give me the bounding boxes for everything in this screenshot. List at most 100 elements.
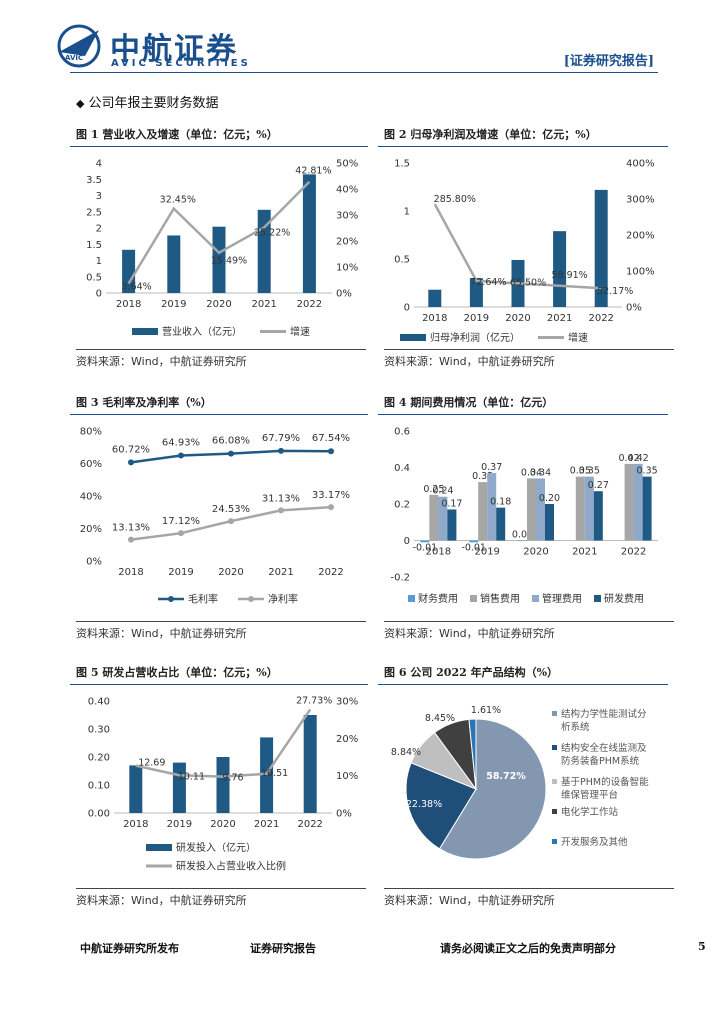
x-tick-label: 2021: [251, 299, 276, 310]
y-tick-label: 0.4: [394, 463, 410, 474]
data-label: 285.80%: [434, 194, 476, 205]
data-label: 17.12%: [162, 516, 200, 527]
x-tick-label: 2018: [426, 547, 451, 558]
data-label: 31.13%: [262, 493, 300, 504]
section-title-text: 公司年报主要财务数据: [88, 96, 219, 111]
legend-swatch: [132, 328, 158, 335]
figure-2-title: 图 2 归母净利润及增速（单位：亿元；%）: [384, 128, 597, 141]
legend-label-line: 开发服务及其他: [561, 836, 628, 848]
y-tick-label: 1.5: [394, 159, 410, 170]
bar: [527, 478, 536, 541]
data-label: 67.79%: [262, 433, 300, 444]
legend-label: 归母净利润（亿元）: [430, 331, 520, 344]
figure-5-chart: 0.00 0.10 0.20 0.30 0.40 0% 10% 20% 30% 12.69 10.1…: [70, 684, 368, 885]
y-tick-label: 0: [404, 536, 410, 547]
data-label: 0.37: [481, 462, 502, 473]
legend-swatch: [594, 595, 601, 602]
bar: [172, 762, 186, 813]
data-label: 12.69: [138, 758, 165, 769]
legend-label-line: 结构安全在线监测及: [561, 742, 647, 754]
data-label: -0.01: [413, 543, 438, 554]
bar: [122, 249, 136, 293]
figure-2-chart: 0 0.5 1 1.5 0% 100% 200% 300% 400% 285.80% 72.64% 6…: [378, 146, 668, 347]
bar: [518, 540, 527, 541]
data-label: 8.84%: [391, 747, 421, 758]
data-label: 22.38%: [406, 799, 442, 810]
legend-swatch: [552, 839, 557, 844]
line-point: [128, 536, 134, 543]
y-tick-label: 60%: [80, 459, 102, 470]
y-tick-label: 80%: [80, 427, 102, 438]
data-label: 3.64%: [122, 282, 152, 293]
data-label: 0.20: [539, 493, 560, 504]
x-tick-label: 2021: [547, 313, 572, 324]
data-label: 66.08%: [212, 436, 250, 447]
y-tick-label: 2: [96, 224, 102, 235]
x-tick-label: 2022: [588, 313, 613, 324]
legend-label: 毛利率: [188, 593, 218, 606]
bar: [167, 235, 181, 293]
footer-publisher: 中航证券研究所发布: [80, 942, 179, 955]
data-label: 58.72%: [486, 771, 526, 782]
y-tick-label: 1: [96, 256, 102, 267]
y-tick-label: 40%: [80, 492, 102, 503]
legend-label: 结构力学性能测试分析系统: [561, 708, 647, 733]
figure-4-title: 图 4 期间费用情况（单位：亿元）: [384, 396, 554, 409]
logo-chinese: 中航证券: [110, 32, 238, 67]
x-tick-label: 2018: [116, 299, 141, 310]
x-tick-label: 2020: [210, 819, 235, 830]
y2-tick-label: 20%: [336, 734, 358, 745]
legend-label: 研发费用: [604, 592, 644, 605]
bar: [420, 540, 430, 543]
x-tick-label: 2022: [621, 547, 646, 558]
legend-marker: [248, 596, 254, 602]
footer-report-type: 证券研究报告: [250, 942, 316, 955]
footer-disclaimer: 请务必阅读正文之后的免责声明部分: [440, 942, 616, 955]
line-point: [178, 452, 184, 459]
y2-tick-label: 200%: [626, 231, 655, 242]
data-label: 0.35: [637, 466, 658, 477]
x-tick-label: 2019: [474, 547, 499, 558]
avic-plane-logo-icon: AVIC: [57, 24, 101, 68]
y2-tick-label: 10%: [336, 263, 358, 274]
line-series: [135, 708, 312, 778]
figure-5-title: 图 5 研发占营收占比（单位：亿元；%）: [76, 666, 278, 679]
company-logo: AVIC 中航证券 AVIC SECURITIES: [55, 22, 255, 70]
line-point: [128, 459, 134, 466]
data-label: 0.32: [472, 471, 493, 482]
figure-4-source: 资料来源：Wind，中航证券研究所: [384, 621, 674, 641]
data-label: 42.81%: [295, 166, 331, 177]
figure-3-chart: 0% 20% 40% 60% 80% 60.72% 64.93% 66.08% 67.79% 67…: [70, 414, 368, 615]
pie-slice: [438, 718, 547, 860]
y2-tick-label: 30%: [336, 211, 358, 222]
x-tick-label: 2018: [118, 567, 143, 578]
line-point: [228, 518, 234, 525]
x-tick-label: 2022: [318, 567, 343, 578]
figure-6-chart: 58.72% 22.38% 8.84% 8.45% 1.61% 结构力学性能测试分析系统结…: [378, 684, 668, 885]
bar: [447, 509, 457, 541]
y-tick-label: 3.5: [86, 175, 102, 186]
bar: [593, 491, 603, 541]
y-tick-label: 0.10: [88, 781, 110, 792]
legend-label: 结构安全在线监测及防务装备PHM系统: [561, 742, 647, 767]
data-label: 0.42: [619, 453, 640, 464]
legend-label: 增速: [290, 325, 310, 338]
data-label: 8.45%: [425, 713, 455, 724]
data-label: 58.91%: [551, 270, 587, 281]
y-tick-label: 0.30: [88, 725, 110, 736]
bar: [260, 737, 274, 813]
bar: [438, 496, 448, 541]
line-point: [228, 450, 234, 457]
y-tick-label: 0: [404, 303, 410, 314]
y2-tick-label: 300%: [626, 195, 655, 206]
data-label: 15.49%: [211, 256, 247, 267]
legend-marker: [168, 596, 174, 602]
data-label: 0.34: [530, 467, 551, 478]
x-tick-label: 2018: [123, 819, 148, 830]
legend-swatch: [552, 711, 557, 716]
y2-tick-label: 50%: [336, 159, 358, 170]
data-label: 60.72%: [112, 444, 150, 455]
y-tick-label: 0.20: [88, 753, 110, 764]
bar: [129, 765, 143, 813]
legend-swatch: [532, 595, 539, 602]
